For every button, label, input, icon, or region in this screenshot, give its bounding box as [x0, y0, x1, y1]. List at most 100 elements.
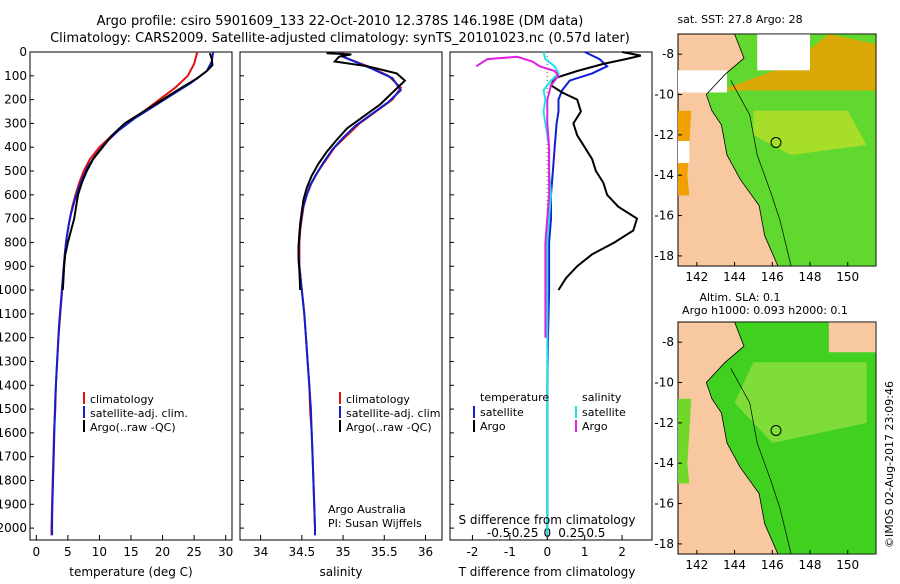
x-tick-label: 10: [92, 545, 107, 559]
gulf-area: [678, 398, 692, 484]
mid-patch: [753, 110, 867, 155]
x-tick-label: 5: [64, 545, 72, 559]
y-tick-label: 300: [4, 116, 27, 130]
y-tick-label: 400: [4, 140, 27, 154]
x-tick-label: 15: [123, 545, 138, 559]
y-tick-label: 0: [19, 45, 27, 59]
y-tick-label: 100: [4, 69, 27, 83]
float-location-marker: [770, 136, 782, 148]
map-y-tick-label: -8: [662, 335, 674, 349]
y-tick-label: 1100: [0, 307, 27, 321]
diff-legend-label-targo: Argo: [480, 420, 506, 433]
sla-map-title-line2: Argo h1000: 0.093 h2000: 0.1: [682, 304, 848, 317]
series-satellite-adj-clim-: [297, 51, 403, 536]
map-y-tick-label: -10: [654, 376, 674, 390]
imos-watermark: ©IMOS 02-Aug-2017 23:09:46: [883, 381, 896, 548]
series-satellite-adj-clim-: [51, 51, 215, 536]
map-y-tick-label: -12: [654, 128, 674, 142]
y-tick-label: 700: [4, 212, 27, 226]
shelf-contour: [730, 80, 792, 267]
y-tick-label: 1600: [0, 426, 27, 440]
y-tick-label: 1500: [0, 402, 27, 416]
y-tick-label: 800: [4, 235, 27, 249]
x-tick-label: 1: [581, 545, 589, 559]
sst-map-title: sat. SST: 27.8 Argo: 28: [677, 13, 802, 26]
salinity-legend: climatology satellite-adj. clim. Argo(..…: [328, 392, 444, 530]
s-tick-label: 0.5: [586, 526, 605, 540]
title-line1: Argo profile: csiro 5901609_133 22-Oct-2…: [97, 14, 584, 29]
difference-legend: temperature satellite Argo salinity sate…: [473, 391, 626, 433]
temperature-xlabel: temperature (deg C): [69, 565, 192, 579]
y-tick-label: 900: [4, 259, 27, 273]
map-x-tick-label: 148: [799, 270, 822, 284]
salinity-xlabel: salinity: [319, 565, 362, 579]
y-tick-label: 1300: [0, 354, 27, 368]
png-land: [828, 322, 876, 353]
map-y-tick-label: -16: [654, 497, 674, 511]
shelf-contour: [730, 368, 792, 555]
salinity-plot: 34 34.5 35 35.5 36: [240, 51, 433, 559]
diff-legend-label-ssat: satellite: [582, 406, 626, 419]
y-tick-label: 1800: [0, 473, 27, 487]
series-t-satellite: [546, 51, 609, 536]
map-x-tick-label: 144: [723, 558, 746, 572]
sal-legend-label-argo: Argo(..raw -QC): [346, 421, 432, 434]
series-climatology: [298, 52, 403, 536]
no-data-patch: [757, 34, 810, 71]
x-tick-label: 30: [218, 545, 233, 559]
y-tick-label: 1200: [0, 331, 27, 345]
salinity-panel-frame: [239, 51, 443, 541]
temperature-plot: 0 5 10 15 20 25 300100200300400500600700800900…: [0, 45, 233, 559]
no-data-patch: [678, 70, 728, 93]
diff-legend-label-tsat: satellite: [480, 406, 524, 419]
map-y-tick-label: -18: [654, 537, 674, 551]
map-y-tick-label: -14: [654, 456, 674, 470]
s-tick-label: -0.5: [487, 526, 510, 540]
x-tick-label: 2: [618, 545, 626, 559]
y-tick-label: 1400: [0, 378, 27, 392]
series-argo: [61, 52, 214, 291]
map-y-tick-label: -10: [654, 88, 674, 102]
y-tick-label: 1000: [0, 283, 27, 297]
temperature-legend: climatology satellite-adj. clim. Argo(..…: [83, 392, 188, 434]
map-y-tick-label: -8: [662, 47, 674, 61]
s-tick-label: -0.25: [507, 526, 538, 540]
legend-label-sat: satellite-adj. clim.: [90, 407, 188, 420]
x-tick-label: 25: [186, 545, 201, 559]
map-y-tick-label: -12: [654, 416, 674, 430]
sla-map-title-line1: Altim. SLA: 0.1: [699, 291, 780, 304]
map-x-tick-label: 150: [836, 558, 859, 572]
x-tick-label: 0: [543, 545, 551, 559]
map-x-tick-label: 150: [836, 270, 859, 284]
diff-legend-label-sargo: Argo: [582, 420, 608, 433]
difference-xlabel-top: S difference from climatology: [459, 513, 636, 527]
y-tick-label: 1900: [0, 497, 27, 511]
x-tick-label: -1: [504, 545, 516, 559]
s-tick-label: 0.25: [558, 526, 585, 540]
map-y-tick-label: -16: [654, 209, 674, 223]
map-x-tick-label: 146: [761, 270, 784, 284]
map-x-tick-label: 146: [761, 558, 784, 572]
x-tick-label: 20: [155, 545, 170, 559]
x-tick-label: -2: [466, 545, 478, 559]
diff-legend-temp-title: temperature: [480, 391, 549, 404]
diff-legend-sal-title: salinity: [582, 391, 622, 404]
sla-map: 142 144 146 148 150 -8 -10 -12 -14 -16 -18: [654, 321, 877, 572]
map-x-tick-label: 142: [685, 558, 708, 572]
sst-map: 142 144 146 148 150 -8 -10 -12 -14 -16 -18: [654, 33, 877, 284]
title-line2: Climatology: CARS2009. Satellite-adjuste…: [50, 31, 630, 46]
coastline: [705, 33, 877, 267]
x-tick-label: 34: [253, 545, 268, 559]
y-tick-label: 200: [4, 93, 27, 107]
y-tick-label: 500: [4, 164, 27, 178]
map-x-tick-label: 144: [723, 270, 746, 284]
light-patch: [734, 362, 867, 443]
series-argo: [297, 52, 407, 291]
y-tick-label: 2000: [0, 521, 27, 535]
annotation-argo-australia: Argo Australia: [328, 503, 406, 516]
no-data-patch: [678, 140, 690, 164]
map-x-tick-label: 148: [799, 558, 822, 572]
